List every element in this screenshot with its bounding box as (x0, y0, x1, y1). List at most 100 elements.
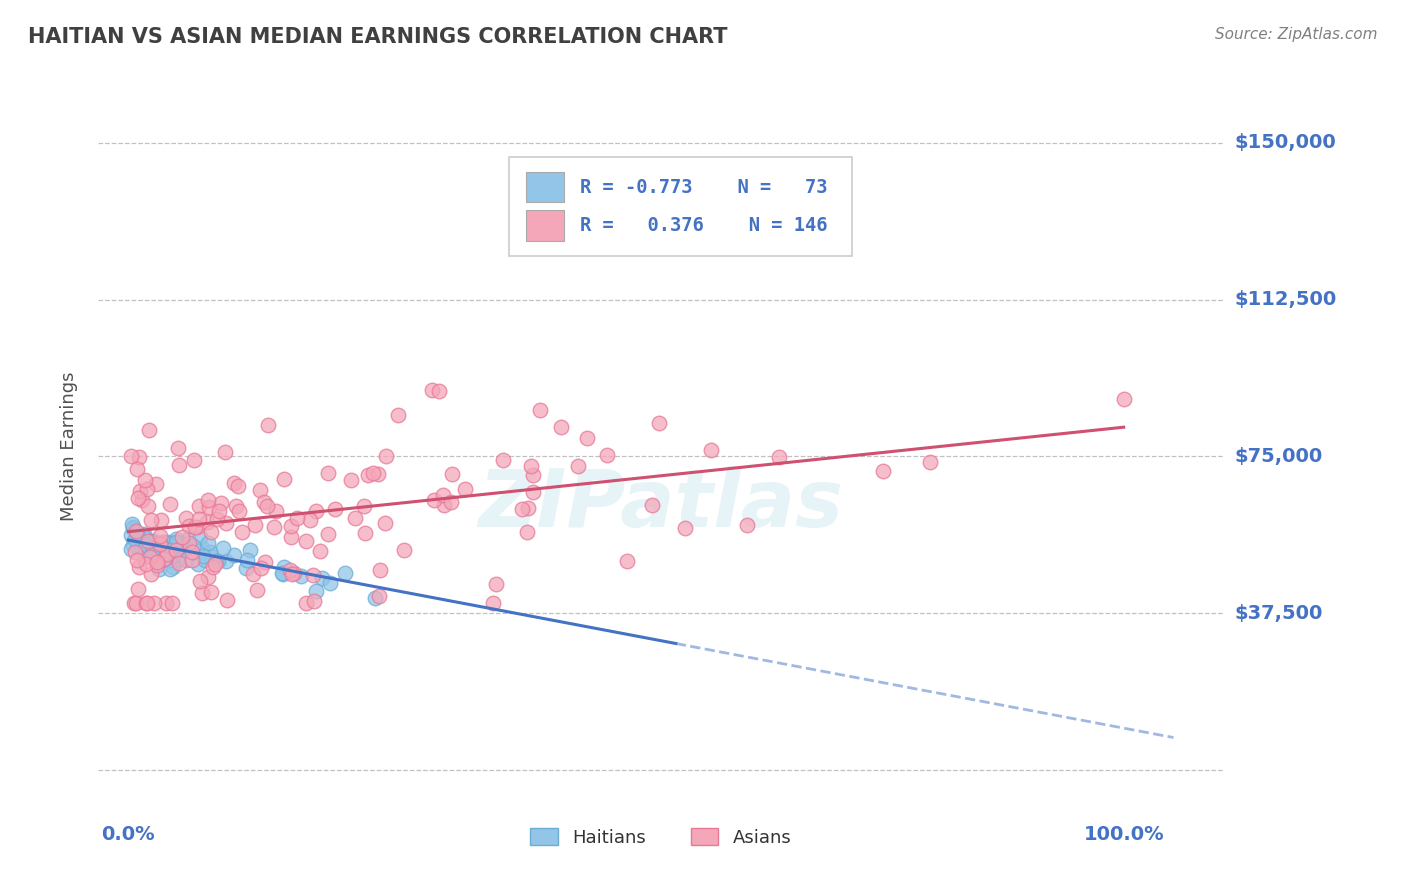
Asians (170, 530, 193, 544)
Haitians (197, 536, 219, 550)
Haitians (127, 526, 149, 541)
Asians (304, 594, 326, 608)
Asians (567, 459, 589, 474)
Asians (145, 558, 167, 573)
Asians (641, 498, 664, 512)
Asians (125, 461, 148, 475)
Asians (186, 520, 208, 534)
Asians (139, 513, 162, 527)
Asians (387, 408, 409, 422)
Asians (375, 449, 398, 463)
Asians (368, 590, 391, 604)
Haitians (122, 538, 145, 552)
Asians (768, 450, 790, 465)
Asians (195, 515, 218, 529)
Haitians (159, 542, 181, 557)
Haitians (239, 542, 262, 557)
Asians (183, 453, 205, 467)
Asians (148, 536, 170, 550)
Asians (128, 560, 150, 574)
Asians (124, 545, 146, 559)
Haitians (152, 542, 174, 557)
Asians (295, 533, 318, 548)
Asians (191, 586, 214, 600)
Haitians (132, 527, 155, 541)
Haitians (155, 549, 177, 564)
Asians (368, 563, 391, 577)
Haitians (148, 549, 170, 563)
Haitians (148, 536, 170, 550)
Asians (197, 569, 219, 583)
Asians (700, 442, 723, 457)
Asians (280, 566, 302, 581)
Asians (131, 493, 153, 508)
Haitians (169, 539, 191, 553)
Asians (318, 527, 340, 541)
Asians (184, 520, 207, 534)
Asians (510, 502, 533, 516)
Haitians (153, 551, 176, 566)
Haitians (138, 549, 160, 563)
Asians (149, 512, 172, 526)
Haitians (162, 549, 184, 563)
Haitians (200, 549, 222, 563)
Asians (141, 567, 163, 582)
Asians (167, 556, 190, 570)
Asians (145, 477, 167, 491)
Haitians (124, 533, 146, 547)
Asians (522, 468, 544, 483)
Haitians (207, 554, 229, 568)
Asians (280, 518, 302, 533)
Asians (155, 596, 177, 610)
Haitians (157, 553, 180, 567)
Asians (242, 567, 264, 582)
Asians (180, 544, 202, 558)
Asians (136, 500, 159, 514)
Asians (422, 383, 444, 397)
Asians (872, 464, 894, 478)
Asians (250, 560, 273, 574)
Asians (616, 554, 638, 568)
Asians (167, 442, 190, 456)
Asians (134, 473, 156, 487)
Haitians (121, 520, 143, 534)
Asians (920, 455, 942, 469)
Asians (263, 519, 285, 533)
Asians (127, 582, 149, 597)
Asians (361, 466, 384, 480)
Asians (245, 518, 267, 533)
Haitians (129, 542, 152, 557)
Haitians (191, 549, 214, 563)
Text: Source: ZipAtlas.com: Source: ZipAtlas.com (1215, 27, 1378, 42)
Asians (188, 499, 211, 513)
Asians (179, 536, 201, 550)
Haitians (318, 576, 340, 591)
Haitians (146, 538, 169, 552)
Asians (148, 537, 170, 551)
Asians (302, 568, 325, 582)
Asians (128, 484, 150, 499)
Asians (180, 553, 202, 567)
Haitians (148, 562, 170, 576)
Haitians (138, 547, 160, 561)
Asians (423, 493, 446, 508)
Haitians (200, 545, 222, 559)
Asians (516, 501, 538, 516)
Asians (308, 544, 330, 558)
Haitians (194, 553, 217, 567)
Asians (433, 498, 456, 512)
Asians (204, 557, 226, 571)
Asians (1112, 392, 1135, 407)
Asians (492, 453, 515, 467)
Haitians (311, 571, 333, 585)
Asians (167, 458, 190, 472)
Asians (226, 479, 249, 493)
Haitians (132, 529, 155, 543)
Asians (155, 547, 177, 561)
Haitians (135, 538, 157, 552)
Haitians (127, 533, 149, 547)
Asians (516, 525, 538, 540)
Asians (256, 499, 278, 513)
Asians (283, 566, 305, 580)
Haitians (120, 542, 142, 557)
